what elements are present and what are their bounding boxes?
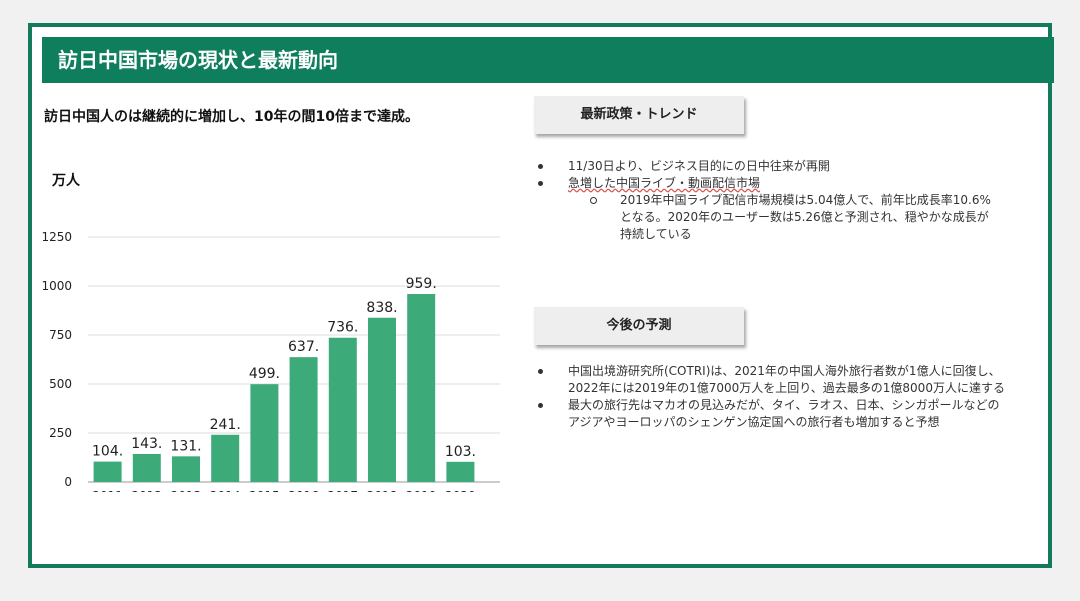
bar — [289, 357, 318, 482]
bar — [328, 337, 357, 482]
trend-section-header: 最新政策・トレンド — [534, 96, 744, 134]
y-tick-label: 250 — [49, 426, 72, 440]
bar-value-label: 838. — [366, 300, 397, 316]
visitor-bar-chart: 0 250 500 750 1000 1250 104. 2011 143. 2012 131. 20… — [41, 230, 500, 492]
x-tick-label: 2015 — [249, 489, 280, 492]
forecast-item: 中国出境游研究所(COTRI)は、2021年の中国人海外旅行者数が1億人に回復し… — [538, 363, 1008, 397]
forecast-list: 中国出境游研究所(COTRI)は、2021年の中国人海外旅行者数が1億人に回復し… — [538, 363, 1008, 431]
x-tick-label: 2018 — [367, 489, 398, 492]
trend-item-text: 急増した中国ライブ・動画配信市場 — [568, 176, 761, 190]
bar-value-label: 241. — [210, 417, 241, 433]
trend-item: 急増した中国ライブ・動画配信市場 — [538, 175, 998, 192]
slide-title: 訪日中国市場の現状と最新動向 — [42, 37, 1054, 83]
forecast-item-text: 中国出境游研究所(COTRI)は、2021年の中国人海外旅行者数が1億人に回復し… — [568, 364, 1005, 395]
bar — [446, 461, 475, 482]
bar — [407, 294, 436, 482]
bar — [132, 453, 161, 482]
x-tick-label: 2016 — [288, 489, 319, 492]
y-tick-label: 1250 — [41, 230, 72, 244]
trend-sub-item: 2019年中国ライブ配信市場規模は5.04億人で、前年比成長率10.6%となる。… — [538, 192, 998, 243]
x-tick-label: 2012 — [132, 489, 163, 492]
bar — [93, 461, 122, 482]
trend-list: 11/30日より、ビジネス目的にの日中往来が再開 急増した中国ライブ・動画配信市… — [538, 158, 998, 243]
x-tick-label: 2017 — [328, 489, 359, 492]
x-tick-label: 2014 — [210, 489, 241, 492]
bar-value-label: 637. — [288, 339, 319, 355]
x-tick-label: 2013 — [171, 489, 202, 492]
y-tick-label: 0 — [64, 475, 72, 489]
y-axis-unit-label: 万人 — [52, 173, 80, 189]
forecast-item: 最大の旅行先はマカオの見込みだが、タイ、ラオス、日本、シンガポールなどのアジアや… — [538, 397, 1008, 431]
forecast-item-text: 最大の旅行先はマカオの見込みだが、タイ、ラオス、日本、シンガポールなどのアジアや… — [568, 398, 1000, 429]
trend-item-text: 11/30日より、ビジネス目的にの日中往来が再開 — [568, 159, 830, 173]
bar-value-label: 736. — [327, 320, 358, 336]
bullet-icon — [538, 369, 543, 374]
trend-item: 11/30日より、ビジネス目的にの日中往来が再開 — [538, 158, 998, 175]
y-tick-label: 1000 — [41, 279, 72, 293]
bar — [211, 434, 240, 482]
x-tick-label: 2011 — [92, 489, 123, 492]
bar-value-label: 103. — [445, 444, 476, 460]
bullet-icon — [538, 164, 543, 169]
bar-value-label: 959. — [406, 276, 437, 292]
bar — [368, 317, 396, 482]
bullet-icon — [538, 403, 543, 408]
bar — [250, 384, 279, 482]
bar — [172, 456, 200, 482]
bar-value-label: 143. — [131, 436, 162, 452]
bar-value-label: 131. — [170, 438, 201, 454]
y-tick-label: 500 — [49, 377, 72, 391]
hollow-bullet-icon — [590, 197, 597, 204]
y-tick-label: 750 — [49, 328, 72, 342]
forecast-section-header: 今後の予測 — [534, 307, 744, 345]
chart-headline: 訪日中国人のは継続的に増加し、10年の間10倍まで達成。 — [44, 109, 419, 125]
x-tick-label: 2020 — [445, 489, 476, 492]
bullet-icon — [538, 181, 543, 186]
x-tick-label: 2019 — [406, 489, 437, 492]
trend-sub-item-text: 2019年中国ライブ配信市場規模は5.04億人で、前年比成長率10.6%となる。… — [620, 193, 991, 241]
bar-value-label: 104. — [92, 444, 123, 460]
bar-value-label: 499. — [249, 366, 280, 382]
